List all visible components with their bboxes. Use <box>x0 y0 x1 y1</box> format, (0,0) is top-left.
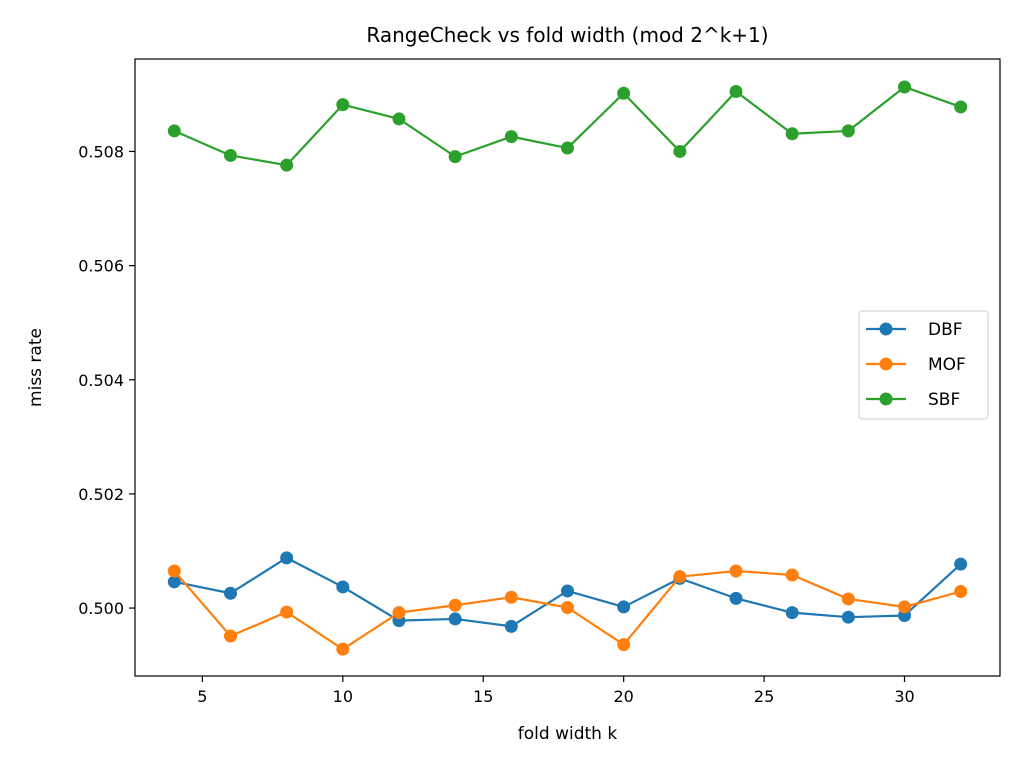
data-point-sbf <box>954 100 968 114</box>
plot-area <box>134 58 1001 677</box>
data-point-mof <box>673 570 687 584</box>
data-point-dbf <box>448 612 462 626</box>
legend-box <box>858 310 989 420</box>
legend: DBF MOF SBF <box>858 310 989 420</box>
data-point-dbf <box>504 619 518 633</box>
data-point-mof <box>280 605 294 619</box>
data-point-mof <box>954 585 968 599</box>
y-tick-label: 0.504 <box>78 371 124 390</box>
data-point-dbf <box>167 575 181 589</box>
y-axis: 0.500 0.502 0.504 0.506 0.508 <box>78 142 135 618</box>
data-point-sbf <box>841 124 855 138</box>
legend-label: MOF <box>928 355 966 375</box>
x-tick-label: 20 <box>613 687 633 706</box>
data-point-dbf <box>561 584 574 598</box>
data-point-mof <box>504 590 518 604</box>
legend-label: SBF <box>928 390 960 410</box>
data-point-dbf <box>954 557 968 571</box>
legend-marker <box>879 357 893 371</box>
data-point-dbf <box>729 591 743 605</box>
data-point-sbf <box>561 141 574 155</box>
legend-marker <box>879 392 893 406</box>
data-point-sbf <box>167 124 181 138</box>
series-sbf <box>167 80 968 172</box>
legend-marker <box>879 322 893 336</box>
y-tick-label: 0.500 <box>78 599 124 618</box>
x-tick-label: 15 <box>473 687 493 706</box>
data-point-dbf <box>280 551 294 565</box>
data-point-sbf <box>504 130 518 144</box>
data-point-sbf <box>673 144 687 158</box>
data-point-mof <box>898 600 912 614</box>
x-tick-label: 30 <box>894 687 914 706</box>
legend-item-mof: MOF <box>866 355 966 375</box>
legend-item-sbf: SBF <box>866 390 960 410</box>
chart-title: RangeCheck vs fold width (mod 2^k+1) <box>366 23 768 47</box>
data-point-dbf <box>617 600 631 614</box>
x-tick-label: 10 <box>333 687 353 706</box>
data-point-sbf <box>392 112 406 126</box>
y-tick-label: 0.502 <box>78 485 124 504</box>
data-point-sbf <box>448 150 462 164</box>
data-point-sbf <box>223 148 237 162</box>
series-mof <box>167 564 968 656</box>
x-axis-label: fold width k <box>518 724 618 744</box>
data-point-mof <box>561 601 574 615</box>
data-point-mof <box>448 598 462 612</box>
data-point-sbf <box>280 158 294 172</box>
data-point-mof <box>167 564 181 578</box>
data-point-mof <box>841 592 855 606</box>
series-layer <box>167 80 968 656</box>
data-point-sbf <box>729 85 743 99</box>
x-tick-label: 5 <box>197 687 207 706</box>
data-point-mof <box>336 642 350 656</box>
data-point-mof <box>785 568 799 582</box>
data-point-dbf <box>336 580 350 594</box>
data-point-dbf <box>223 586 237 600</box>
data-point-dbf <box>785 606 799 620</box>
data-point-dbf <box>841 610 855 624</box>
y-axis-label: miss rate <box>26 328 46 407</box>
y-tick-label: 0.506 <box>78 257 124 276</box>
data-point-sbf <box>785 127 799 141</box>
data-point-mof <box>617 638 631 652</box>
y-tick-label: 0.508 <box>78 142 124 161</box>
data-point-mof <box>392 606 406 620</box>
x-tick-label: 25 <box>754 687 774 706</box>
legend-item-dbf: DBF <box>866 320 963 340</box>
legend-label: DBF <box>928 320 963 340</box>
data-point-sbf <box>617 86 631 100</box>
data-point-sbf <box>336 98 350 112</box>
data-point-mof <box>223 629 237 643</box>
data-point-sbf <box>898 80 912 94</box>
data-point-mof <box>729 564 743 578</box>
x-axis: 5 10 15 20 25 30 <box>197 676 915 706</box>
